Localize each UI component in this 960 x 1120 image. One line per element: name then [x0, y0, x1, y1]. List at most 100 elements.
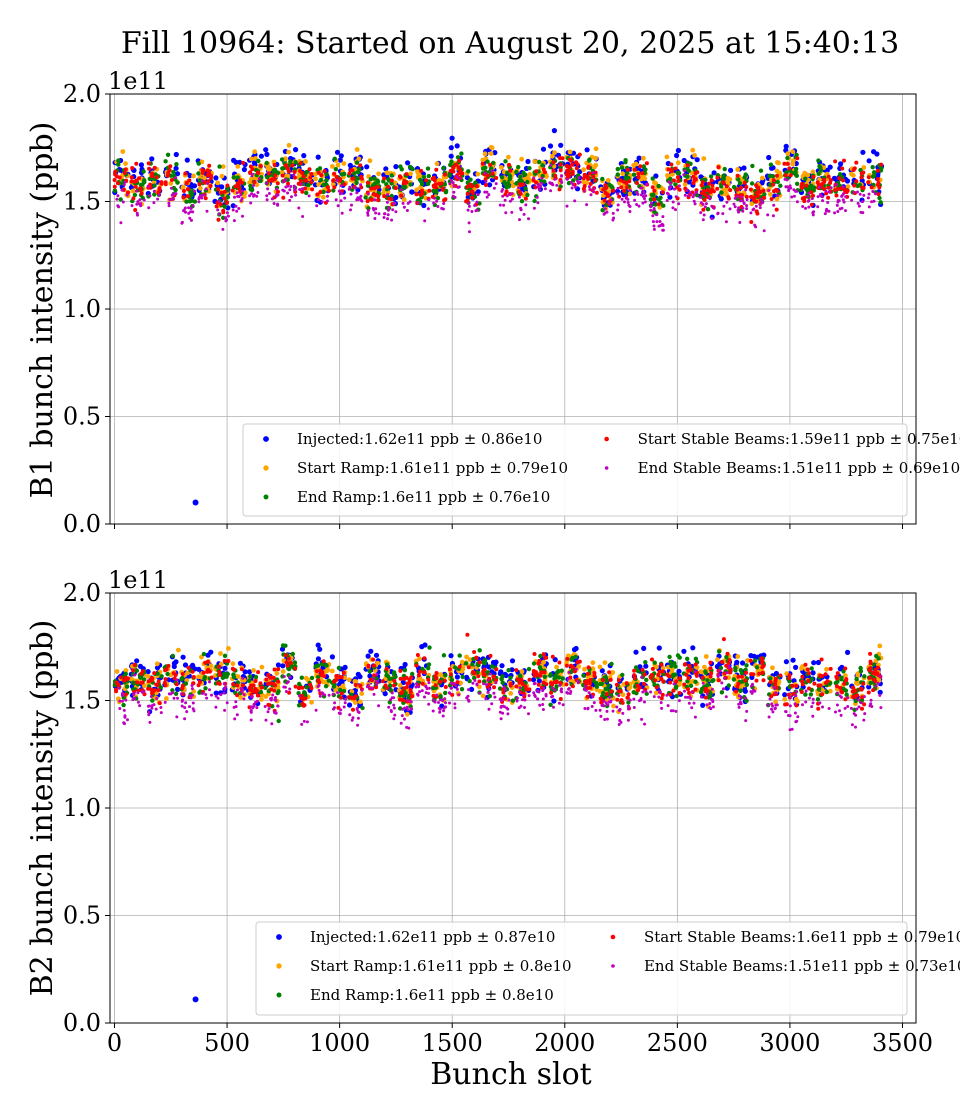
- data-point: [855, 693, 860, 698]
- data-point: [641, 645, 647, 652]
- data-point: [607, 670, 612, 675]
- data-point: [624, 681, 629, 686]
- data-point: [788, 728, 792, 732]
- data-point: [792, 194, 796, 198]
- data-point: [721, 212, 725, 216]
- data-point: [157, 186, 162, 191]
- data-point: [611, 703, 616, 709]
- data-point: [240, 189, 244, 193]
- data-point: [741, 209, 745, 213]
- data-point: [224, 674, 229, 679]
- data-point: [206, 667, 211, 672]
- legend-entry-1: Start Ramp:1.61e11 ppb ± 0.79e10: [297, 459, 568, 477]
- data-point: [636, 155, 642, 161]
- data-point: [329, 668, 335, 674]
- data-point: [682, 181, 688, 187]
- data-point: [838, 207, 842, 211]
- data-point: [237, 159, 243, 165]
- data-point: [783, 659, 790, 665]
- data-point: [504, 211, 508, 215]
- data-point: [180, 675, 185, 681]
- data-point: [872, 677, 877, 682]
- data-point: [298, 169, 303, 173]
- data-point: [867, 192, 871, 196]
- y-tick-label: 0.0: [63, 510, 101, 538]
- data-point: [640, 174, 646, 180]
- data-point: [805, 667, 810, 672]
- data-point: [642, 190, 646, 194]
- data-point: [241, 683, 246, 688]
- data-point: [434, 167, 439, 172]
- data-point: [134, 658, 140, 664]
- data-point: [222, 682, 226, 686]
- data-point: [377, 212, 381, 216]
- data-point: [603, 686, 608, 692]
- data-point: [825, 209, 829, 213]
- data-point: [293, 666, 298, 671]
- data-point: [871, 688, 876, 693]
- data-point: [340, 211, 344, 215]
- data-point: [668, 680, 673, 685]
- data-point: [453, 706, 457, 710]
- data-point: [457, 664, 462, 669]
- data-point: [592, 164, 597, 170]
- data-point: [815, 697, 821, 702]
- data-point: [397, 683, 403, 688]
- data-point: [745, 207, 749, 211]
- data-point: [498, 203, 502, 207]
- data-point: [735, 173, 740, 178]
- data-point: [836, 210, 840, 213]
- data-point: [575, 162, 580, 167]
- data-point: [867, 205, 871, 209]
- data-point: [489, 664, 495, 669]
- data-point: [551, 128, 558, 134]
- data-point: [150, 171, 155, 176]
- data-point: [441, 653, 447, 658]
- data-point: [838, 161, 844, 167]
- data-point: [374, 207, 378, 211]
- data-point: [157, 193, 161, 197]
- data-point: [386, 213, 390, 217]
- data-point: [744, 663, 749, 668]
- figure-title: Fill 10964: Started on August 20, 2025 a…: [121, 26, 899, 61]
- data-point: [373, 652, 380, 658]
- data-point: [552, 150, 557, 156]
- data-point: [197, 182, 202, 187]
- data-point: [138, 182, 144, 188]
- data-point: [842, 681, 847, 686]
- data-point: [392, 703, 396, 707]
- data-point: [170, 186, 173, 190]
- data-point: [518, 686, 522, 690]
- data-point: [703, 686, 708, 691]
- data-point: [239, 667, 244, 672]
- data-point: [351, 176, 356, 181]
- data-point: [384, 170, 390, 176]
- data-point: [131, 668, 136, 673]
- data-point: [400, 714, 404, 718]
- data-point: [862, 193, 866, 197]
- data-point: [457, 653, 462, 658]
- data-point: [427, 198, 431, 202]
- data-point: [703, 654, 709, 659]
- data-point: [657, 695, 661, 699]
- data-point: [531, 661, 537, 666]
- data-point: [387, 705, 391, 709]
- data-point: [117, 175, 122, 180]
- data-point: [196, 683, 201, 688]
- data-point: [171, 185, 177, 191]
- data-point: [241, 166, 247, 173]
- data-point: [286, 191, 290, 195]
- data-point: [851, 168, 856, 172]
- data-point: [441, 165, 446, 171]
- data-point: [382, 176, 387, 181]
- data-point: [123, 167, 128, 172]
- data-point: [232, 667, 236, 672]
- data-point: [373, 198, 377, 202]
- data-point: [690, 645, 696, 651]
- data-point: [276, 193, 280, 197]
- data-point: [233, 195, 236, 199]
- data-point: [372, 692, 376, 696]
- data-point: [600, 208, 605, 213]
- data-point: [347, 171, 352, 176]
- data-point: [154, 707, 158, 711]
